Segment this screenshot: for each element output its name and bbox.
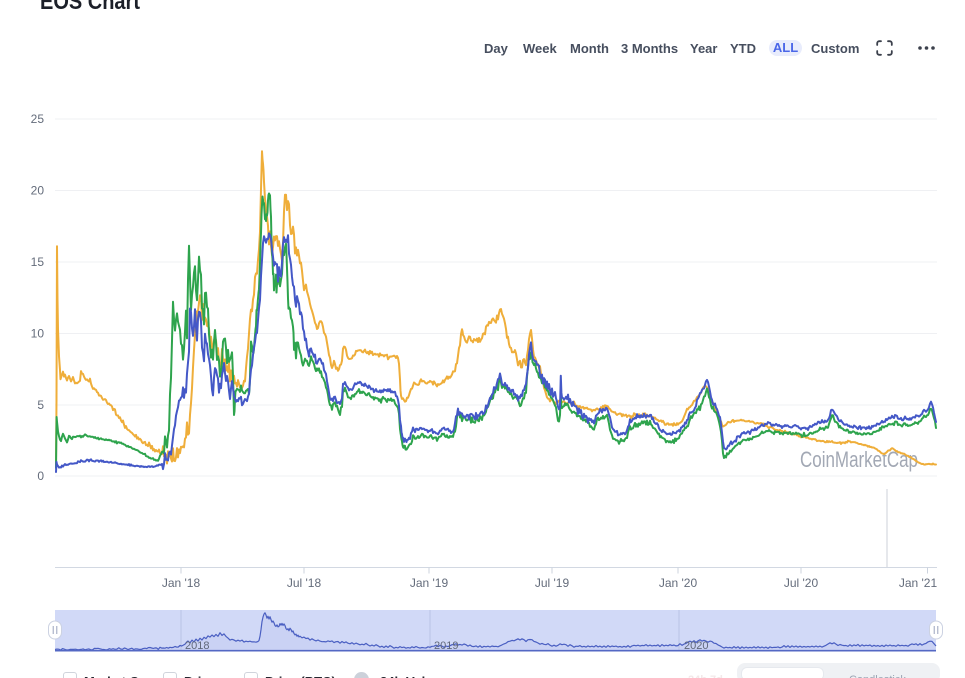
svg-text:Jan '21: Jan '21 [899, 576, 938, 590]
svg-text:Jan '18: Jan '18 [162, 576, 201, 590]
svg-text:20: 20 [31, 184, 45, 198]
svg-text:5: 5 [37, 398, 44, 412]
svg-text:0: 0 [37, 469, 44, 483]
svg-text:2020: 2020 [684, 640, 708, 652]
svg-text:Jul '18: Jul '18 [287, 576, 322, 590]
svg-text:15: 15 [31, 255, 45, 269]
svg-text:CoinMarketCap: CoinMarketCap [800, 447, 918, 472]
svg-text:25: 25 [31, 112, 45, 126]
svg-text:2018: 2018 [185, 640, 209, 652]
svg-text:Jan '19: Jan '19 [410, 576, 449, 590]
svg-text:EOS Chart: EOS Chart [40, 0, 140, 14]
svg-text:10: 10 [31, 327, 45, 341]
svg-text:2019: 2019 [434, 640, 458, 652]
svg-text:Jan '20: Jan '20 [659, 576, 698, 590]
svg-text:Jul '20: Jul '20 [784, 576, 819, 590]
svg-text:Jul '19: Jul '19 [535, 576, 570, 590]
